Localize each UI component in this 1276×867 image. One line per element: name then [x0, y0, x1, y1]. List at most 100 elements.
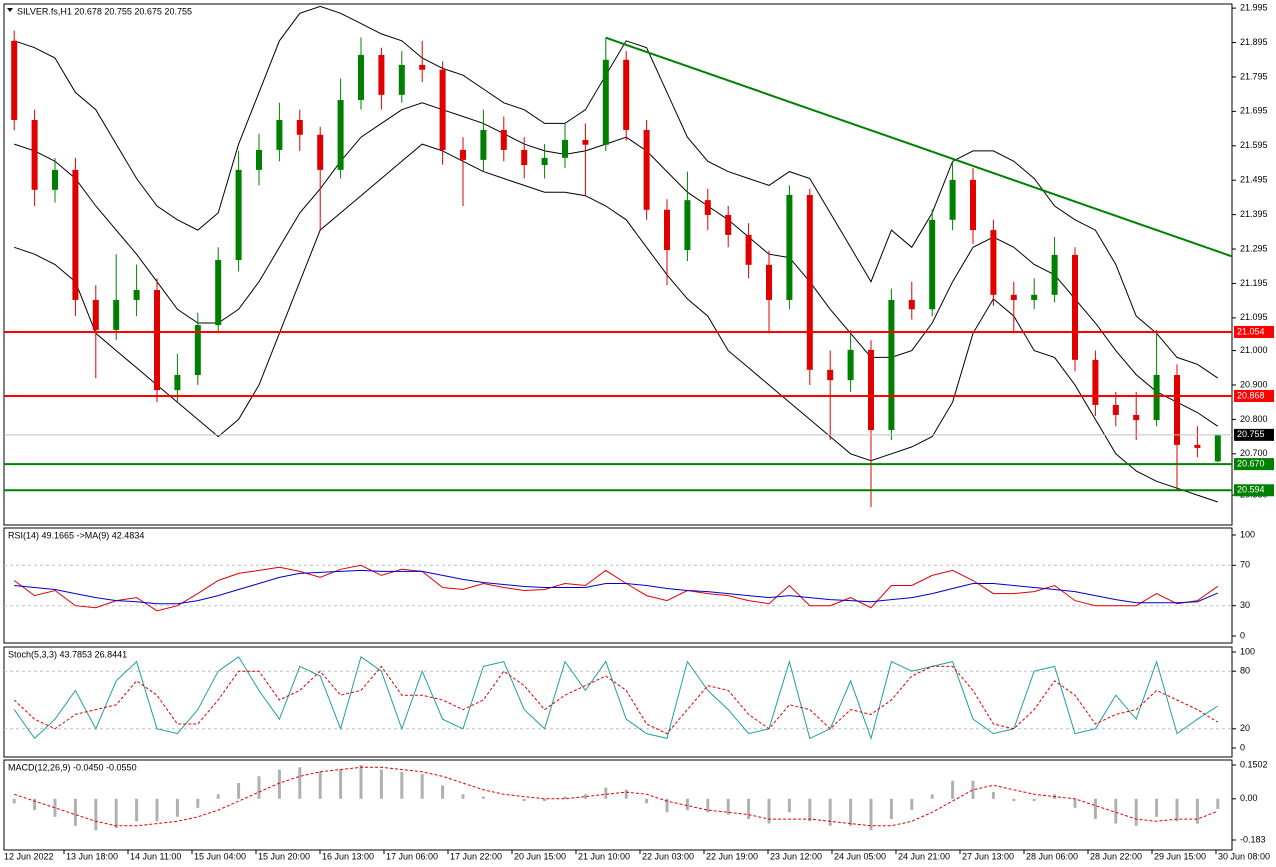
candle-body — [908, 299, 915, 310]
candle-body — [1031, 294, 1038, 300]
panel-frame — [3, 759, 1233, 851]
candle-body — [460, 149, 466, 160]
x-tick-label: 28 Jun 22:00 — [1090, 851, 1142, 861]
candle-body — [929, 219, 936, 310]
y-tick-label: 30 — [1240, 600, 1250, 610]
y-tick-label: 0.1502 — [1240, 759, 1268, 769]
candle-body — [745, 234, 752, 265]
candle-body — [1174, 374, 1180, 445]
indicator-line — [14, 143, 1218, 503]
menu-arrow — [7, 8, 13, 12]
panel-title: MACD(12,26,9) -0.0450 -0.0550 — [8, 762, 137, 772]
y-tick-label: 21.895 — [1240, 37, 1268, 47]
plot-area — [12, 765, 1220, 831]
candle-body — [296, 119, 303, 135]
candle-body — [562, 139, 568, 158]
level-tag — [1234, 389, 1274, 402]
candle-body — [643, 129, 650, 210]
candle-body — [317, 134, 324, 170]
candle-body — [215, 260, 222, 326]
level-tag-label: 21.054 — [1237, 326, 1265, 336]
candle-body — [602, 59, 609, 145]
x-tick-label: 22 Jun 19:00 — [706, 851, 758, 861]
candle-body — [1153, 374, 1160, 421]
candle-body — [827, 369, 834, 381]
candle-body — [868, 349, 874, 431]
y-tick-label: 20.700 — [1240, 448, 1268, 458]
candle-body — [1072, 254, 1078, 360]
x-tick-label: 27 Jun 13:00 — [962, 851, 1014, 861]
candle-body — [1112, 404, 1119, 415]
price-tag — [1234, 428, 1274, 441]
candle-body — [725, 214, 732, 235]
candle-body — [256, 149, 262, 170]
candle-body — [337, 100, 344, 170]
y-tick-label: 100 — [1240, 646, 1255, 656]
candle-body — [888, 299, 895, 431]
x-tick-label: 12 Jun 2022 — [4, 851, 54, 861]
y-tick-label: 21.095 — [1240, 312, 1268, 322]
level-tag — [1234, 325, 1274, 338]
indicator-line — [14, 569, 1218, 605]
candle-body — [439, 69, 446, 150]
candle-body — [419, 64, 426, 70]
x-tick-label: 15 Jun 20:00 — [258, 851, 310, 861]
x-tick-label: 15 Jun 04:00 — [194, 851, 246, 861]
x-tick-label: 17 Jun 06:00 — [386, 851, 438, 861]
panel-title: SILVER.fs,H1 20.678 20.755 20.675 20.755 — [17, 6, 192, 16]
candle-body — [194, 325, 201, 375]
candle-body — [1092, 359, 1099, 405]
level-tag — [1234, 458, 1274, 471]
x-tick-label: 24 Jun 05:00 — [834, 851, 886, 861]
indicator-line — [13, 564, 1219, 612]
candle-body — [480, 129, 487, 160]
indicator-line — [13, 665, 1219, 735]
indicator-line — [14, 5, 1219, 379]
candle-body — [174, 374, 181, 391]
x-tick-label: 24 Jun 21:00 — [898, 851, 950, 861]
x-tick-label: 23 Jun 12:00 — [770, 851, 822, 861]
y-tick-label: 21.695 — [1240, 106, 1268, 116]
candle-body — [72, 169, 79, 300]
candle-body — [664, 209, 670, 251]
candle-body — [806, 194, 813, 370]
x-tick-label: 14 Jun 11:00 — [130, 851, 181, 861]
candle-body — [1214, 434, 1221, 462]
level-tag-label: 20.868 — [1237, 390, 1265, 400]
y-tick-label: 80 — [1240, 666, 1250, 676]
panel-title: Stoch(5,3,3) 43.7853 26.8441 — [8, 649, 127, 659]
y-tick-label: 21.195 — [1240, 278, 1268, 288]
candle-body — [623, 59, 630, 130]
y-tick-label: 21.795 — [1240, 71, 1268, 81]
y-tick-label: 21.495 — [1240, 175, 1268, 185]
candle-body — [92, 299, 99, 330]
candle-body — [52, 169, 58, 190]
y-tick-label: 20.800 — [1240, 414, 1268, 424]
candle-body — [378, 54, 385, 95]
y-tick-label: 100 — [1240, 529, 1255, 539]
x-tick-label: 13 Jun 18:00 — [66, 851, 118, 861]
candle-body — [582, 139, 589, 145]
candle-body — [1194, 444, 1201, 448]
candle-body — [1051, 254, 1058, 295]
plot-area — [13, 655, 1219, 741]
plot-layer: 21.995 21.895 21.795 21.695 21.595 21.495 21.3… — [3, 3, 1274, 861]
candle-body — [133, 289, 140, 300]
candle-body — [990, 230, 997, 295]
candle-body — [766, 264, 772, 300]
candle-body — [847, 349, 854, 381]
candle-body — [235, 169, 242, 261]
candle-body — [276, 119, 283, 150]
x-tick-label: 28 Jun 06:00 — [1026, 851, 1078, 861]
panel-frame — [3, 527, 1233, 644]
y-tick-label: 21.395 — [1240, 209, 1268, 219]
x-tick-label: 16 Jun 13:00 — [322, 851, 374, 861]
x-tick-label: 20 Jun 15:00 — [514, 851, 566, 861]
candle-body — [1010, 294, 1017, 300]
y-tick-label: -0.183 — [1240, 834, 1266, 844]
indicator-line — [13, 655, 1219, 741]
y-tick-label: 0 — [1240, 742, 1245, 752]
candle-body — [684, 200, 691, 251]
